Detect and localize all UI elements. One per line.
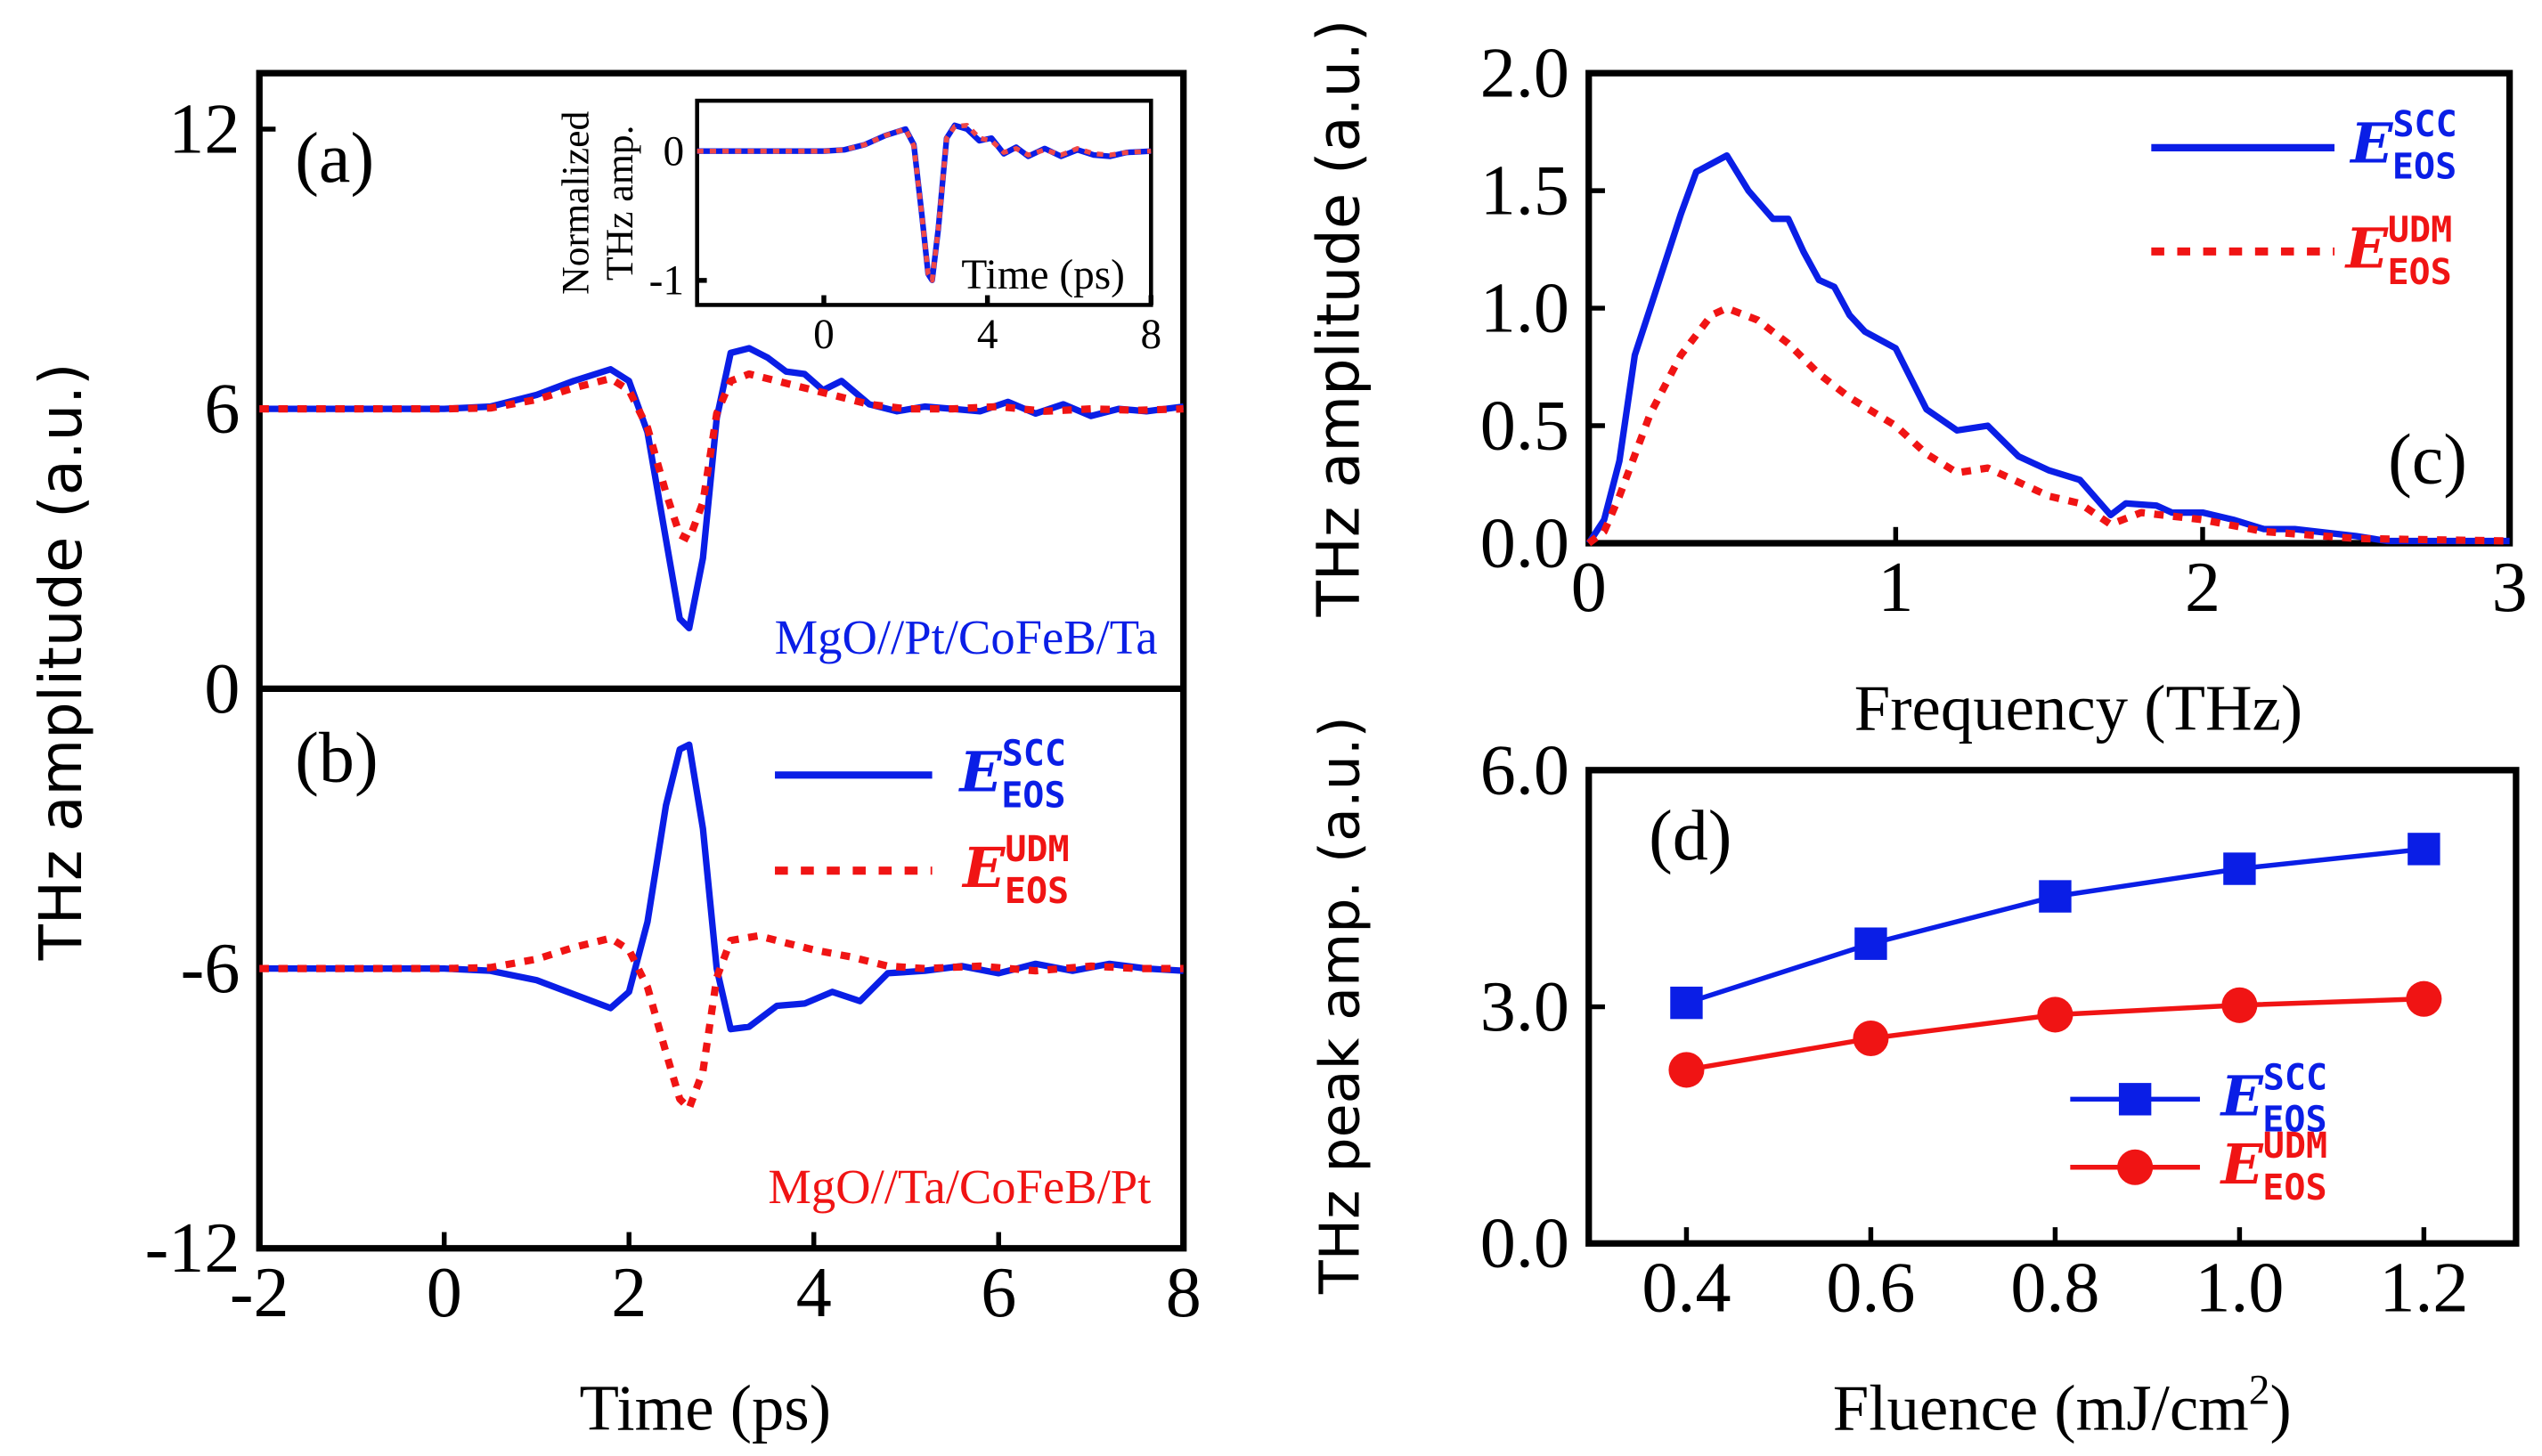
data-point-udm [1668, 1052, 1705, 1088]
x-tick-label: 0 [1571, 549, 1607, 627]
y-tick-label: 12 [168, 90, 240, 168]
data-point-scc [2408, 833, 2440, 866]
x-label-d-text: Fluence (mJ/cm [1833, 1372, 2249, 1444]
panel-label-b: (b) [295, 720, 378, 798]
panel-ab-frame [256, 69, 1187, 1252]
data-point-scc [1854, 927, 1887, 960]
data-point-udm [1853, 1020, 1889, 1057]
y-tick-label: 0.5 [1480, 386, 1569, 465]
x-tick-label: 0 [813, 312, 835, 358]
y-tick-label: 3.0 [1480, 968, 1569, 1046]
data-point-scc [1670, 986, 1703, 1020]
panel-label-c: (c) [2388, 421, 2467, 500]
panel-label-a: (a) [295, 119, 374, 198]
x-tick-label: -2 [230, 1254, 289, 1332]
x-tick-label: 1.2 [2379, 1249, 2468, 1327]
x-tick-label: 2 [611, 1254, 647, 1332]
x-tick-label: 3 [2492, 549, 2528, 627]
series-a-scc [259, 345, 1185, 632]
inset-y-label-1: Normalized [555, 111, 598, 295]
x-tick-label: 0.4 [1642, 1249, 1731, 1327]
data-point-udm [2221, 987, 2258, 1023]
legend-d-label-scc: ESCC EOS [2220, 1057, 2327, 1140]
series-c-udm [1586, 304, 2510, 547]
series-c-scc [1585, 151, 2510, 545]
y-tick-label: 0 [204, 650, 240, 728]
y-tick-label: -12 [145, 1209, 240, 1288]
x-tick-label: 4 [796, 1254, 832, 1332]
x-tick-label: 8 [1166, 1254, 1202, 1332]
x-tick-label: 1 [1878, 549, 1913, 627]
y-tick-label: -6 [181, 930, 240, 1008]
x-tick-label: 0.8 [2010, 1249, 2099, 1327]
x-tick-label: 0 [427, 1254, 462, 1332]
annotation-a: MgO//Pt/CoFeB/Ta [775, 610, 1158, 664]
inset-frame [695, 98, 1153, 307]
y-tick-label: 2.0 [1480, 35, 1569, 113]
x-axis-label-d: Fluence (mJ/cm2) [1833, 1368, 2292, 1444]
inset-x-label: Time (ps) [961, 252, 1125, 298]
data-point-udm [2406, 980, 2442, 1017]
y-tick-label: 0 [663, 128, 684, 175]
legend-c-label-scc: ESCC EOS [2349, 104, 2456, 187]
x-tick-label: 8 [1140, 312, 1161, 358]
data-point-scc [2223, 852, 2256, 885]
y-tick-label: 6 [204, 370, 240, 449]
annotation-b: MgO//Ta/CoFeB/Pt [768, 1159, 1151, 1214]
y-tick-label: 0.0 [1480, 1205, 1569, 1283]
x-label-d-end: ) [2269, 1372, 2291, 1444]
series-d-scc [1685, 846, 2424, 1005]
legend-label-udm: EUDM EOS [961, 829, 1069, 912]
y-axis-label-ab: THz amplitude (a.u.) [28, 362, 95, 961]
x-tick-label: 0.6 [1826, 1249, 1915, 1327]
y-axis-label-d: THz peak amp. (a.u.) [1308, 716, 1372, 1295]
y-tick-label: 1.0 [1480, 270, 1569, 348]
legend-d-marker-scc [2118, 1083, 2152, 1116]
y-axis-label-c: THz amplitude (a.u.) [1305, 20, 1373, 618]
x-tick-label: 4 [977, 312, 998, 358]
inset-series-udm [697, 123, 1152, 283]
data-point-udm [2037, 996, 2074, 1033]
x-tick-label: 1.0 [2195, 1249, 2284, 1327]
series-a-udm [259, 370, 1184, 543]
legend-d-marker-udm [2117, 1149, 2154, 1185]
series-b-udm [259, 931, 1184, 1112]
y-tick-label: 0.0 [1480, 504, 1569, 582]
legend-label-scc: ESCC EOS [958, 733, 1066, 816]
data-point-scc [2039, 880, 2072, 913]
x-axis-label-c: Frequency (THz) [1854, 671, 2302, 744]
legend-d-label-udm: EUDM EOS [2220, 1126, 2327, 1208]
legend-c-label-udm: EUDM EOS [2344, 209, 2452, 292]
x-label-d-sup: 2 [2249, 1368, 2270, 1414]
y-tick-label: 1.5 [1480, 152, 1569, 231]
y-tick-label: -1 [649, 257, 684, 304]
x-tick-label: 6 [981, 1254, 1016, 1332]
x-axis-label-ab: Time (ps) [580, 1372, 831, 1444]
x-tick-label: 2 [2185, 549, 2220, 627]
y-tick-label: 6.0 [1480, 731, 1569, 809]
inset-y-label-2: THz amp. [599, 125, 641, 281]
panel-label-d: (d) [1649, 797, 1731, 875]
